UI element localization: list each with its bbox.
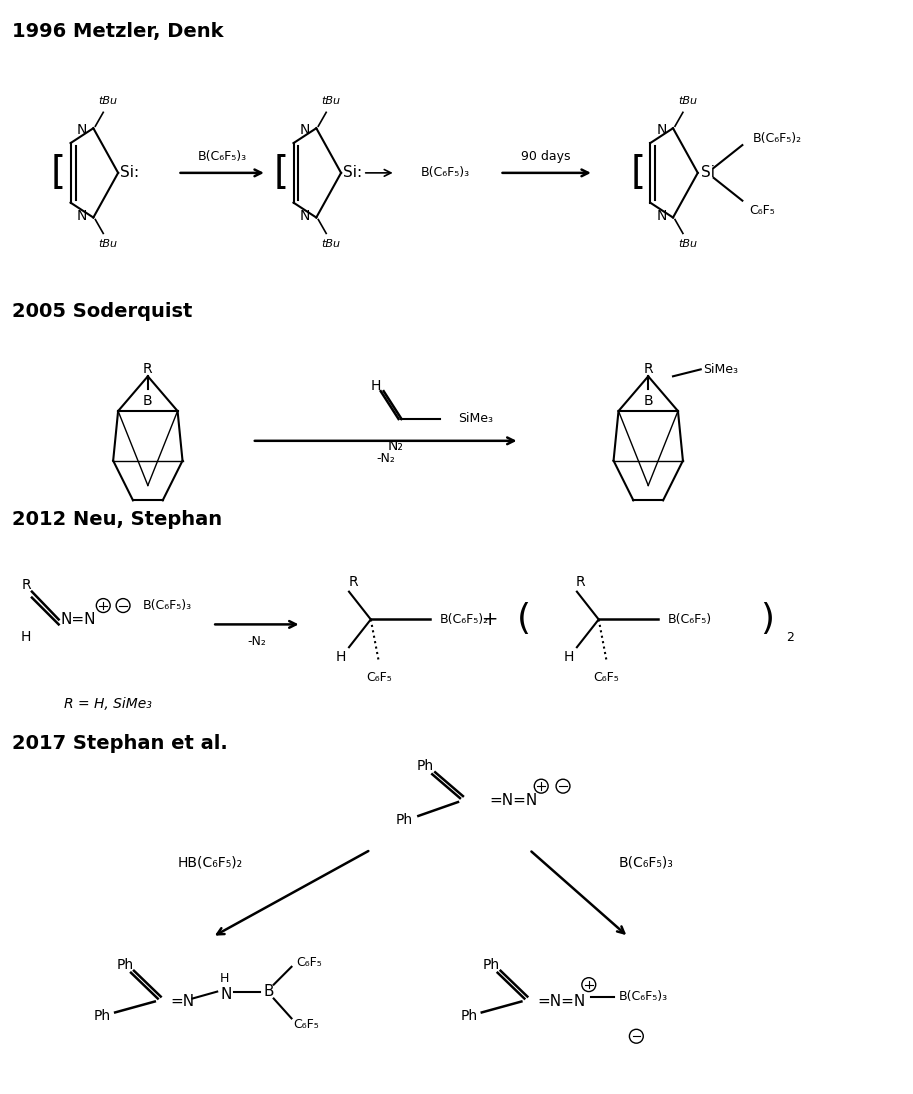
Text: Si:: Si: [343, 165, 362, 181]
Text: C₆F₅: C₆F₅ [593, 671, 620, 684]
Text: tBu: tBu [678, 96, 697, 106]
Text: SiMe₃: SiMe₃ [458, 412, 493, 426]
Text: 90 days: 90 days [521, 151, 571, 163]
Text: Ph: Ph [395, 813, 413, 827]
Text: N: N [77, 209, 88, 222]
Text: 2: 2 [786, 631, 794, 643]
Text: N: N [656, 209, 667, 222]
Text: N: N [300, 124, 310, 137]
Text: Ph: Ph [483, 957, 500, 971]
Text: R = H, SiMe₃: R = H, SiMe₃ [64, 697, 152, 711]
Text: N: N [656, 124, 667, 137]
Text: (: ( [518, 603, 531, 637]
Text: N₂: N₂ [388, 439, 404, 453]
Text: [: [ [274, 154, 289, 191]
Text: Ph: Ph [94, 1010, 111, 1023]
Text: Ph: Ph [461, 1010, 477, 1023]
Text: 2017 Stephan et al.: 2017 Stephan et al. [12, 734, 228, 753]
Text: B: B [264, 985, 274, 999]
Text: N=N: N=N [61, 612, 96, 627]
Text: +: + [481, 610, 498, 629]
Text: Ph: Ph [117, 957, 133, 971]
Text: Ph: Ph [416, 759, 434, 773]
Text: H: H [21, 630, 31, 644]
Text: B(C₆F₅)₃: B(C₆F₅)₃ [197, 151, 247, 163]
Text: C₆F₅: C₆F₅ [366, 671, 392, 684]
Text: ): ) [761, 603, 774, 637]
Text: B(C₆F₅)₃: B(C₆F₅)₃ [618, 990, 667, 1003]
Text: C₆F₅: C₆F₅ [297, 956, 322, 969]
Text: R: R [143, 362, 152, 376]
Text: B(C₆F₅)₂: B(C₆F₅)₂ [440, 613, 489, 626]
Text: B(C₆F₅)₃: B(C₆F₅)₃ [420, 166, 469, 179]
Text: R: R [348, 574, 358, 589]
Text: C₆F₅: C₆F₅ [750, 205, 775, 217]
Text: [: [ [631, 154, 646, 191]
Text: [: [ [51, 154, 67, 191]
Text: =N: =N [171, 994, 194, 1009]
Text: Si:: Si: [121, 165, 139, 181]
Text: B(C₆F₅)₃: B(C₆F₅)₃ [143, 600, 193, 612]
Text: tBu: tBu [321, 240, 341, 249]
Text: Si: Si [701, 165, 715, 181]
Text: B(C₆F₅): B(C₆F₅) [668, 613, 712, 626]
Text: 2012 Neu, Stephan: 2012 Neu, Stephan [12, 510, 222, 529]
Text: H: H [336, 650, 346, 664]
Text: B: B [143, 394, 152, 408]
Text: C₆F₅: C₆F₅ [293, 1017, 320, 1031]
Text: H: H [371, 380, 381, 393]
Text: N: N [220, 987, 232, 1002]
Text: R: R [22, 578, 32, 592]
Text: tBu: tBu [321, 96, 341, 106]
Text: N: N [300, 209, 310, 222]
Text: =N=N: =N=N [489, 792, 538, 807]
Text: 1996 Metzler, Denk: 1996 Metzler, Denk [12, 22, 224, 42]
Text: H: H [563, 650, 574, 664]
Text: R: R [576, 574, 585, 589]
Text: SiMe₃: SiMe₃ [703, 363, 738, 376]
Text: -N₂: -N₂ [376, 452, 395, 465]
Text: =N=N: =N=N [537, 994, 585, 1009]
Text: B: B [644, 394, 653, 408]
Text: tBu: tBu [99, 96, 117, 106]
Text: tBu: tBu [99, 240, 117, 249]
Text: -N₂: -N₂ [247, 635, 267, 648]
Text: N: N [77, 124, 88, 137]
Text: R: R [644, 362, 653, 376]
Text: 2005 Soderquist: 2005 Soderquist [12, 302, 193, 321]
Text: B(C₆F₅)₂: B(C₆F₅)₂ [752, 131, 802, 144]
Text: HB(C₆F₅)₂: HB(C₆F₅)₂ [177, 856, 243, 870]
Text: tBu: tBu [678, 240, 697, 249]
Text: B(C₆F₅)₃: B(C₆F₅)₃ [618, 856, 674, 870]
Text: H: H [219, 973, 229, 986]
